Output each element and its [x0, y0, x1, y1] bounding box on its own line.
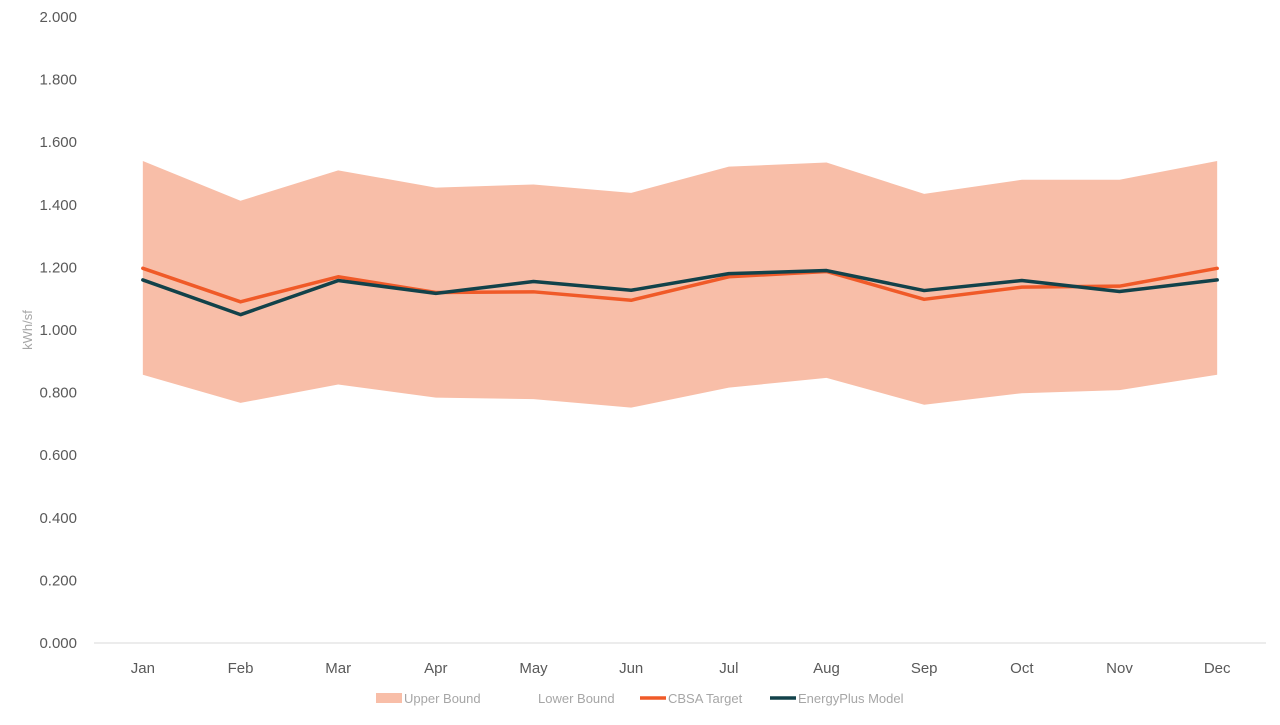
- y-tick-label: 0.400: [39, 510, 77, 527]
- x-tick-label: Aug: [813, 660, 840, 677]
- legend-item: Lower Bound: [510, 691, 615, 706]
- bound-band: [142, 160, 1218, 408]
- x-tick-label: Jul: [719, 660, 738, 677]
- series-line-cbsa-target: [141, 266, 1219, 304]
- legend-label: Upper Bound: [404, 691, 481, 706]
- x-tick-label: Feb: [228, 660, 254, 677]
- y-axis-label: kWh/sf: [20, 310, 35, 350]
- x-tick-label: Nov: [1106, 660, 1133, 677]
- y-axis-ticks: 0.000 0.200 0.400 0.600 0.800 1.000 1.200 1.400…: [39, 9, 77, 652]
- series-lines: [141, 266, 1219, 317]
- y-tick-label: 0.200: [39, 572, 77, 589]
- y-tick-label: 2.000: [39, 9, 77, 26]
- x-tick-label: May: [519, 660, 548, 677]
- y-tick-label: 1.800: [39, 72, 77, 89]
- y-tick-label: 0.600: [39, 447, 77, 464]
- y-tick-label: 0.000: [39, 635, 77, 652]
- x-tick-label: Jan: [131, 660, 155, 677]
- y-tick-label: 1.000: [39, 322, 77, 339]
- legend-swatch: [376, 693, 402, 703]
- x-tick-label: Sep: [911, 660, 938, 677]
- y-tick-label: 1.600: [39, 134, 77, 151]
- x-tick-label: Apr: [424, 660, 447, 677]
- x-tick-label: Jun: [619, 660, 643, 677]
- legend-item: Upper Bound: [376, 691, 481, 706]
- series-line-energyplus-model: [141, 268, 1219, 317]
- x-tick-label: Oct: [1010, 660, 1034, 677]
- legend-label: CBSA Target: [668, 691, 743, 706]
- legend: Upper Bound Lower Bound CBSA Target EnergyP…: [376, 691, 904, 706]
- legend-label: Lower Bound: [538, 691, 615, 706]
- x-tick-label: Dec: [1204, 660, 1231, 677]
- legend-swatch: [510, 693, 536, 703]
- x-tick-label: Mar: [325, 660, 351, 677]
- y-tick-label: 1.200: [39, 259, 77, 276]
- legend-label: EnergyPlus Model: [798, 691, 904, 706]
- legend-item: EnergyPlus Model: [770, 691, 904, 706]
- y-tick-label: 0.800: [39, 385, 77, 402]
- x-axis-ticks: Jan Feb Mar Apr May Jun Jul Aug Sep Oct Nov Dec: [131, 660, 1231, 677]
- legend-item: CBSA Target: [640, 691, 743, 706]
- y-tick-label: 1.400: [39, 197, 77, 214]
